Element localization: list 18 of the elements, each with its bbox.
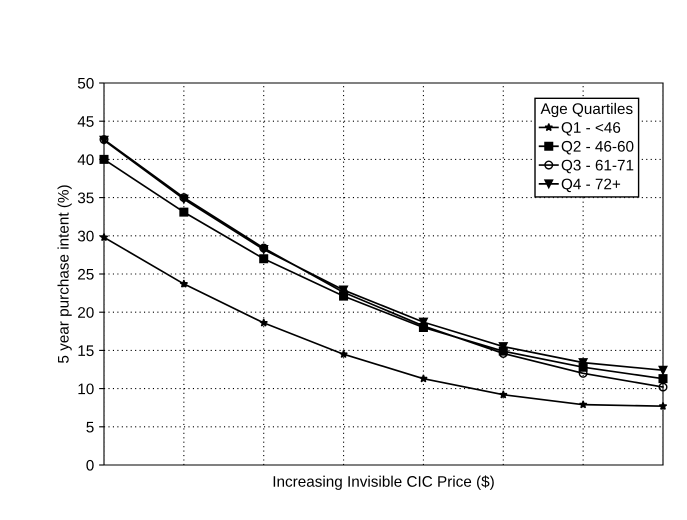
- legend-label: Q4 - 72+: [562, 178, 620, 192]
- y-tick-label: 5: [86, 422, 94, 432]
- y-tick-label: 0: [86, 460, 94, 471]
- y-axis-title: 5 year purchase intent (%): [57, 185, 72, 363]
- legend-label: Q2 - 46-60: [562, 140, 634, 154]
- y-tick-label: 10: [78, 383, 94, 394]
- y-tick-label: 45: [78, 116, 94, 127]
- y-tick-label: 50: [78, 78, 94, 89]
- y-tick-label: 35: [78, 192, 94, 204]
- y-tick-label: 30: [78, 230, 94, 242]
- y-tick-label: 15: [78, 345, 94, 356]
- y-tick-label: 25: [78, 268, 94, 280]
- legend-label: Q1 - <46: [562, 122, 620, 136]
- x-axis-title: Increasing Invisible CIC Price ($): [274, 475, 494, 490]
- y-tick-label: 40: [78, 154, 94, 166]
- legend-label: Q3 - 61-71: [562, 160, 634, 174]
- y-tick-label: 20: [78, 307, 94, 318]
- legend-title: Age Quartiles: [540, 102, 633, 118]
